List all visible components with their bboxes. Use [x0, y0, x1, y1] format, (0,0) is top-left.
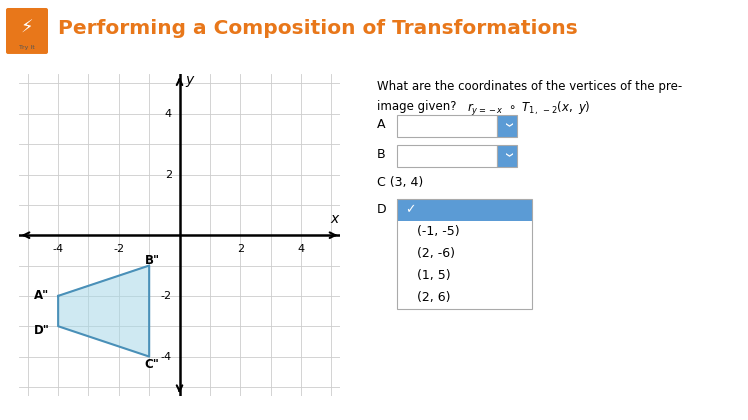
- Text: 4: 4: [165, 109, 172, 119]
- Text: image given?: image given?: [376, 100, 456, 113]
- Polygon shape: [58, 265, 149, 357]
- Text: B: B: [376, 149, 385, 161]
- Text: -4: -4: [161, 352, 172, 362]
- Text: $r_{y=-x}\ \circ\ T_{1,\ -2}(x,\ y)$: $r_{y=-x}\ \circ\ T_{1,\ -2}(x,\ y)$: [467, 100, 590, 118]
- Text: A: A: [376, 118, 385, 131]
- Text: (2, 6): (2, 6): [417, 291, 450, 304]
- Text: ❯: ❯: [503, 152, 511, 158]
- Text: Performing a Composition of Transformations: Performing a Composition of Transformati…: [58, 19, 577, 39]
- Bar: [396, 145, 497, 167]
- Bar: [497, 115, 517, 137]
- Bar: [396, 265, 532, 287]
- Text: y: y: [186, 74, 194, 87]
- Text: -2: -2: [161, 291, 172, 301]
- Text: D": D": [34, 324, 49, 337]
- Text: 2: 2: [236, 244, 244, 254]
- Text: (1, 5): (1, 5): [417, 270, 450, 283]
- Text: (2, -6): (2, -6): [417, 247, 455, 260]
- Text: Try It: Try It: [19, 45, 35, 50]
- Text: 4: 4: [298, 244, 304, 254]
- Text: C (3, 4): C (3, 4): [376, 176, 423, 189]
- Bar: [396, 287, 532, 309]
- Text: ✓: ✓: [405, 203, 415, 216]
- Bar: [396, 221, 532, 243]
- Text: ⚡: ⚡: [21, 19, 34, 37]
- Text: C": C": [145, 358, 159, 371]
- Text: A": A": [34, 289, 49, 302]
- Text: B": B": [145, 254, 160, 267]
- Bar: [396, 199, 532, 221]
- Text: -4: -4: [52, 244, 64, 254]
- Bar: [497, 145, 517, 167]
- FancyBboxPatch shape: [6, 8, 48, 54]
- Bar: [396, 115, 497, 137]
- Text: (-1, -5): (-1, -5): [417, 226, 459, 239]
- Text: 2: 2: [165, 170, 172, 179]
- Text: ❯: ❯: [503, 122, 511, 128]
- Text: What are the coordinates of the vertices of the pre-: What are the coordinates of the vertices…: [376, 80, 682, 93]
- Text: D: D: [376, 203, 386, 216]
- Text: -2: -2: [113, 244, 124, 254]
- Bar: [396, 243, 532, 265]
- Text: x: x: [330, 212, 338, 226]
- Bar: [396, 199, 532, 309]
